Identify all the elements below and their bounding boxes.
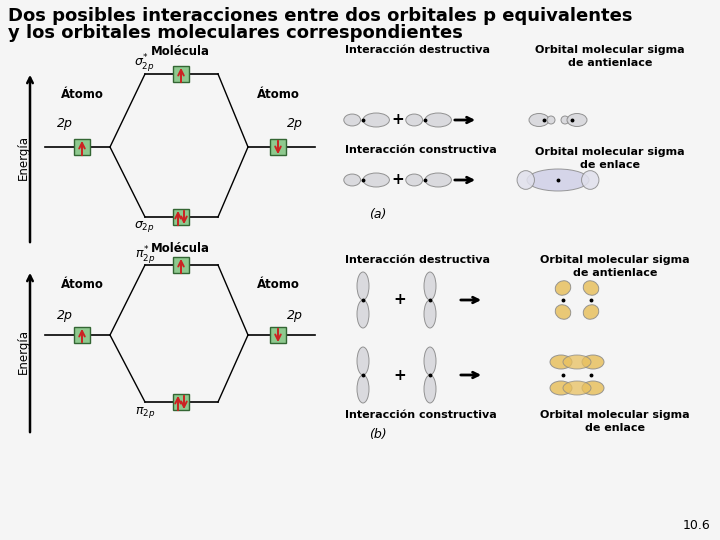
Ellipse shape	[357, 272, 369, 300]
Text: Orbital molecular sigma: Orbital molecular sigma	[540, 255, 690, 265]
Ellipse shape	[363, 173, 390, 187]
Text: Interacción destructiva: Interacción destructiva	[345, 45, 490, 55]
Ellipse shape	[424, 347, 436, 375]
Text: y los orbitales moleculares correspondientes: y los orbitales moleculares correspondie…	[8, 24, 463, 42]
Ellipse shape	[344, 174, 361, 186]
Text: (b): (b)	[369, 428, 387, 441]
Text: Átomo: Átomo	[60, 278, 104, 291]
Ellipse shape	[424, 272, 436, 300]
Text: Molécula: Molécula	[150, 242, 210, 255]
Text: $\sigma_{2p}^{*}$: $\sigma_{2p}^{*}$	[135, 52, 155, 74]
FancyBboxPatch shape	[173, 209, 189, 225]
Ellipse shape	[583, 305, 599, 319]
Text: de enlace: de enlace	[585, 423, 645, 433]
Text: Interacción constructiva: Interacción constructiva	[345, 410, 497, 420]
Text: Átomo: Átomo	[256, 278, 300, 291]
Text: Energía: Energía	[17, 329, 30, 375]
FancyBboxPatch shape	[270, 327, 286, 343]
Ellipse shape	[406, 114, 423, 126]
Ellipse shape	[547, 116, 555, 124]
Text: $\pi_{2p}^{*}$: $\pi_{2p}^{*}$	[135, 244, 155, 266]
Ellipse shape	[582, 171, 599, 190]
Text: (a): (a)	[369, 208, 387, 221]
Text: +: +	[394, 368, 406, 382]
FancyBboxPatch shape	[173, 257, 189, 273]
Ellipse shape	[583, 281, 599, 295]
Ellipse shape	[563, 381, 591, 395]
Text: 2p: 2p	[287, 118, 303, 131]
Text: Orbital molecular sigma: Orbital molecular sigma	[535, 45, 685, 55]
Text: 10.6: 10.6	[683, 519, 710, 532]
Text: 2p: 2p	[57, 118, 73, 131]
Ellipse shape	[550, 355, 572, 369]
Ellipse shape	[406, 174, 423, 186]
Ellipse shape	[517, 171, 534, 190]
Ellipse shape	[357, 347, 369, 375]
Ellipse shape	[529, 113, 549, 126]
Text: +: +	[392, 172, 405, 187]
Text: 2p: 2p	[57, 308, 73, 321]
Ellipse shape	[527, 169, 589, 191]
Ellipse shape	[363, 113, 390, 127]
Text: de enlace: de enlace	[580, 160, 640, 170]
Text: Energía: Energía	[17, 136, 30, 180]
FancyBboxPatch shape	[74, 327, 90, 343]
Text: Átomo: Átomo	[256, 88, 300, 101]
Text: $\pi_{2p}$: $\pi_{2p}$	[135, 404, 155, 420]
Text: $\sigma_{2p}$: $\sigma_{2p}$	[135, 219, 155, 234]
Text: Átomo: Átomo	[60, 88, 104, 101]
Ellipse shape	[424, 300, 436, 328]
Text: Interacción destructiva: Interacción destructiva	[345, 255, 490, 265]
Ellipse shape	[344, 114, 361, 126]
Ellipse shape	[555, 305, 571, 319]
Ellipse shape	[550, 381, 572, 395]
Text: Orbital molecular sigma: Orbital molecular sigma	[540, 410, 690, 420]
Ellipse shape	[563, 355, 591, 369]
Ellipse shape	[567, 113, 587, 126]
Ellipse shape	[424, 375, 436, 403]
Ellipse shape	[357, 300, 369, 328]
Ellipse shape	[357, 375, 369, 403]
FancyBboxPatch shape	[74, 139, 90, 155]
Text: Dos posibles interacciones entre dos orbitales p equivalentes: Dos posibles interacciones entre dos orb…	[8, 7, 632, 25]
Text: +: +	[394, 293, 406, 307]
Text: Molécula: Molécula	[150, 45, 210, 58]
Ellipse shape	[555, 281, 571, 295]
Ellipse shape	[582, 381, 604, 395]
Ellipse shape	[561, 116, 569, 124]
Ellipse shape	[582, 355, 604, 369]
FancyBboxPatch shape	[173, 66, 189, 82]
Text: Interacción constructiva: Interacción constructiva	[345, 145, 497, 155]
FancyBboxPatch shape	[270, 139, 286, 155]
Ellipse shape	[425, 173, 451, 187]
Text: de antienlace: de antienlace	[568, 58, 652, 68]
Text: de antienlace: de antienlace	[573, 268, 657, 278]
Text: 2p: 2p	[287, 308, 303, 321]
Text: Orbital molecular sigma: Orbital molecular sigma	[535, 147, 685, 157]
Ellipse shape	[425, 113, 451, 127]
FancyBboxPatch shape	[173, 394, 189, 410]
Text: +: +	[392, 112, 405, 127]
